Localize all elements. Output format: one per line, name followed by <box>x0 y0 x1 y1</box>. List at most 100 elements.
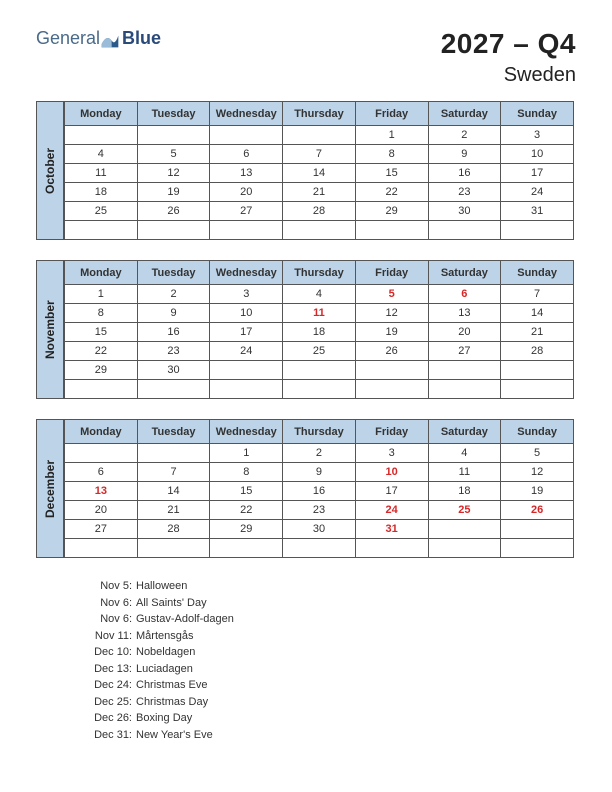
calendar-cell <box>137 221 210 240</box>
calendar-cell <box>210 539 283 558</box>
calendar-row: 6789101112 <box>65 463 574 482</box>
holiday-date: Dec 26: <box>84 710 132 727</box>
calendar-cell: 14 <box>137 482 210 501</box>
holiday-date: Dec 24: <box>84 677 132 694</box>
calendar-cell: 23 <box>283 501 356 520</box>
calendar-row: 11121314151617 <box>65 164 574 183</box>
weekday-header: Friday <box>355 102 428 126</box>
calendar-cell: 8 <box>65 304 138 323</box>
calendar-month: DecemberMondayTuesdayWednesdayThursdayFr… <box>36 419 576 558</box>
calendar-row: 2728293031 <box>65 520 574 539</box>
calendar-cell: 11 <box>65 164 138 183</box>
weekday-header: Saturday <box>428 261 501 285</box>
calendar-row <box>65 539 574 558</box>
calendar-cell: 1 <box>355 126 428 145</box>
calendar-cell: 25 <box>65 202 138 221</box>
calendar-cell: 27 <box>428 342 501 361</box>
calendar-cell: 22 <box>65 342 138 361</box>
calendar-row <box>65 380 574 399</box>
calendar-cell: 21 <box>283 183 356 202</box>
weekday-header: Tuesday <box>137 261 210 285</box>
calendar-cell: 19 <box>355 323 428 342</box>
logo-wave-icon <box>100 29 120 49</box>
calendar-cell: 13 <box>210 164 283 183</box>
calendar-cell: 3 <box>355 444 428 463</box>
calendar-cell: 7 <box>501 285 574 304</box>
weekday-header: Thursday <box>283 102 356 126</box>
header: General Blue 2027 – Q4 Sweden <box>36 28 576 87</box>
calendar-row: 18192021222324 <box>65 183 574 202</box>
holiday-date: Nov 6: <box>84 611 132 628</box>
calendar-cell: 21 <box>137 501 210 520</box>
calendar-cell <box>355 539 428 558</box>
weekday-header: Saturday <box>428 102 501 126</box>
calendar-cell: 17 <box>355 482 428 501</box>
holiday-date: Nov 6: <box>84 595 132 612</box>
calendar-cell: 24 <box>210 342 283 361</box>
weekday-header: Friday <box>355 420 428 444</box>
holiday-date: Nov 5: <box>84 578 132 595</box>
calendar-cell: 29 <box>65 361 138 380</box>
holiday-date: Nov 11: <box>84 628 132 645</box>
calendar-cell <box>355 221 428 240</box>
weekday-header: Monday <box>65 261 138 285</box>
holiday-item: Dec 26: Boxing Day <box>84 710 576 727</box>
weekday-header: Thursday <box>283 261 356 285</box>
calendar-cell <box>428 539 501 558</box>
calendar-cell: 9 <box>137 304 210 323</box>
holiday-item: Dec 10: Nobeldagen <box>84 644 576 661</box>
calendar-cell: 20 <box>428 323 501 342</box>
calendar-cell: 8 <box>355 145 428 164</box>
calendar-cell: 26 <box>355 342 428 361</box>
calendar-cell: 18 <box>428 482 501 501</box>
calendar-cell: 11 <box>283 304 356 323</box>
calendar-table: MondayTuesdayWednesdayThursdayFridaySatu… <box>64 419 574 558</box>
weekday-header: Sunday <box>501 420 574 444</box>
calendar-cell: 27 <box>65 520 138 539</box>
holiday-item: Nov 11: Mårtensgås <box>84 628 576 645</box>
calendar-month: NovemberMondayTuesdayWednesdayThursdayFr… <box>36 260 576 399</box>
calendar-cell: 12 <box>355 304 428 323</box>
calendar-cell: 15 <box>210 482 283 501</box>
calendar-cell <box>137 444 210 463</box>
holiday-date: Dec 10: <box>84 644 132 661</box>
calendar-cell: 9 <box>283 463 356 482</box>
calendar-table: MondayTuesdayWednesdayThursdayFridaySatu… <box>64 260 574 399</box>
calendar-cell <box>65 444 138 463</box>
calendar-cell: 8 <box>210 463 283 482</box>
weekday-header: Sunday <box>501 261 574 285</box>
holiday-item: Nov 6: Gustav-Adolf-dagen <box>84 611 576 628</box>
calendar-cell <box>501 380 574 399</box>
calendar-cell: 28 <box>501 342 574 361</box>
calendar-cell: 9 <box>428 145 501 164</box>
calendar-cell <box>428 361 501 380</box>
calendar-cell: 19 <box>137 183 210 202</box>
calendar-row <box>65 221 574 240</box>
weekday-header: Tuesday <box>137 420 210 444</box>
holiday-date: Dec 13: <box>84 661 132 678</box>
month-tab: December <box>36 419 64 558</box>
calendar-cell: 11 <box>428 463 501 482</box>
calendar-cell: 22 <box>210 501 283 520</box>
calendar-cell: 28 <box>283 202 356 221</box>
calendar-container: OctoberMondayTuesdayWednesdayThursdayFri… <box>36 101 576 558</box>
calendar-cell: 23 <box>428 183 501 202</box>
calendar-cell <box>210 361 283 380</box>
calendar-cell <box>65 380 138 399</box>
calendar-cell: 15 <box>355 164 428 183</box>
calendar-row: 123 <box>65 126 574 145</box>
calendar-cell <box>210 126 283 145</box>
calendar-cell <box>283 221 356 240</box>
calendar-cell: 31 <box>501 202 574 221</box>
calendar-cell: 3 <box>210 285 283 304</box>
calendar-cell: 2 <box>283 444 356 463</box>
calendar-cell: 5 <box>501 444 574 463</box>
weekday-header: Monday <box>65 420 138 444</box>
year-quarter: 2027 – Q4 <box>441 28 576 60</box>
calendar-cell <box>501 361 574 380</box>
calendar-cell: 4 <box>283 285 356 304</box>
calendar-cell <box>210 380 283 399</box>
calendar-cell: 27 <box>210 202 283 221</box>
calendar-cell: 26 <box>501 501 574 520</box>
calendar-cell: 28 <box>137 520 210 539</box>
